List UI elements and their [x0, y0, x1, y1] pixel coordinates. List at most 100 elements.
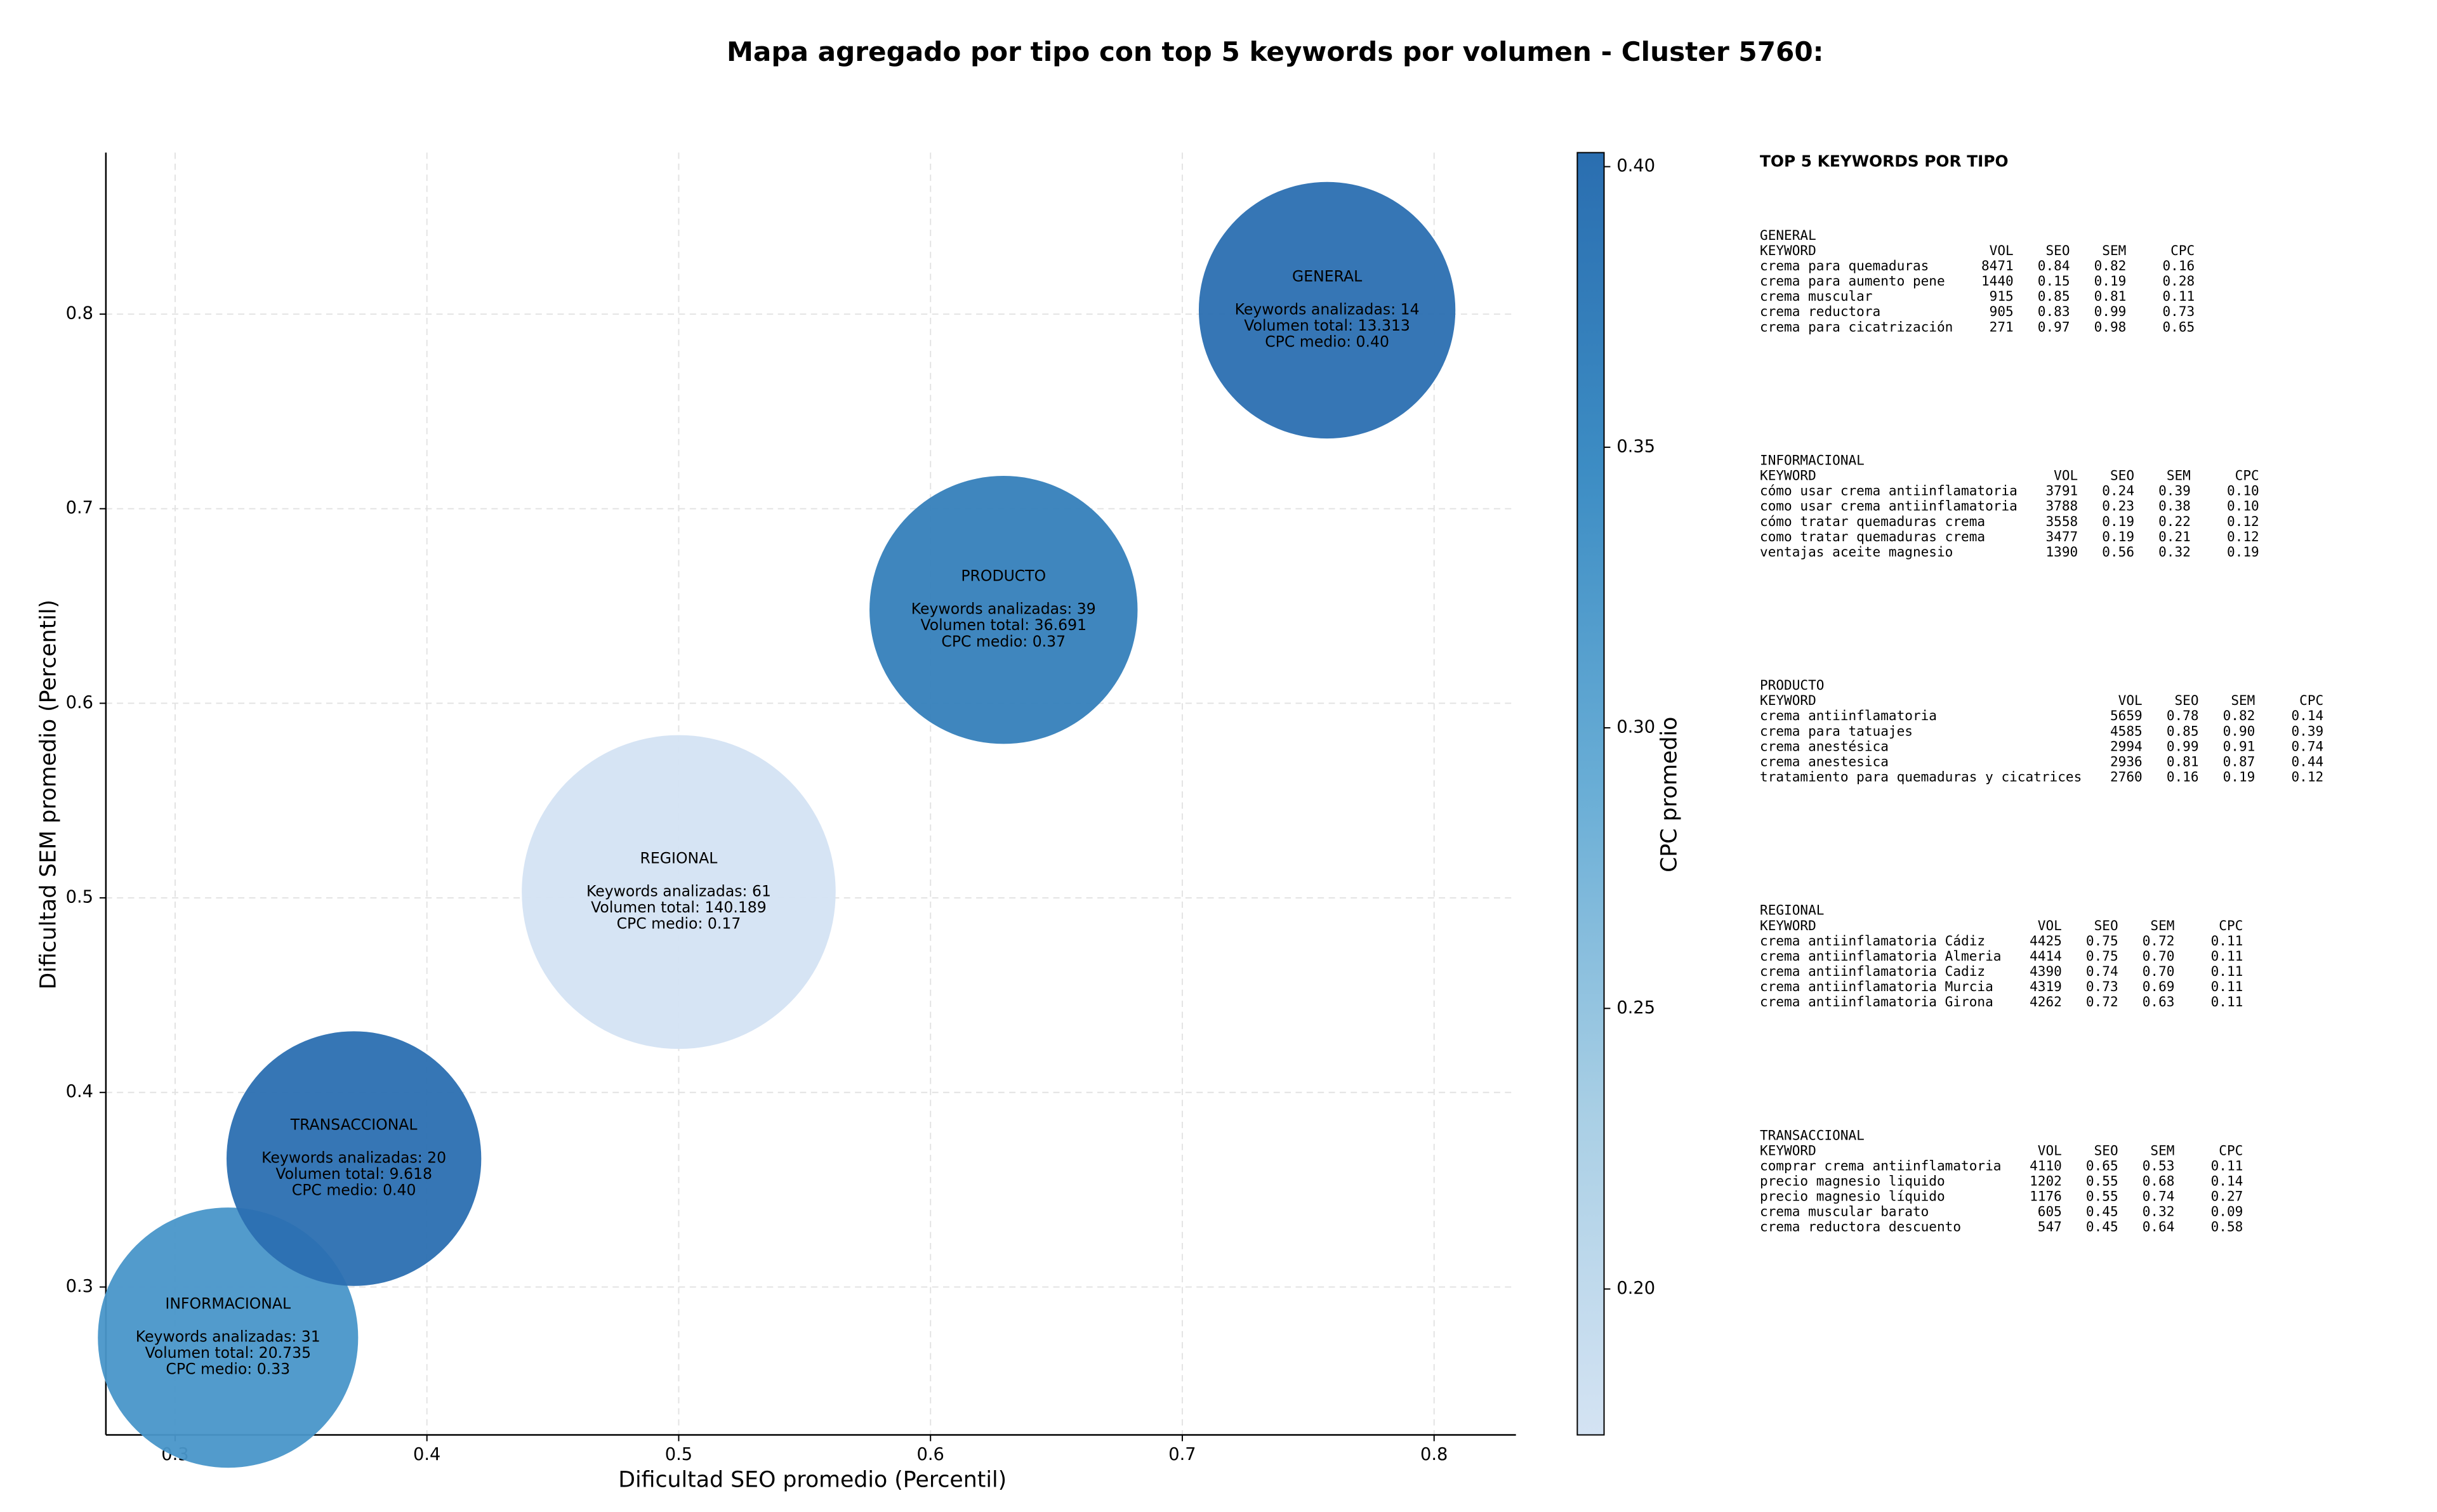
panel-cell: 1202 [2030, 1173, 2062, 1189]
panel-cell: 0.84 [2038, 258, 2070, 273]
colorbar-tick-label: 0.25 [1616, 998, 1655, 1018]
panel-cell: crema antiinflamatoria [1760, 707, 1937, 723]
bubble-label: GENERAL [1292, 267, 1362, 285]
panel-cell: 0.32 [2158, 544, 2191, 560]
bubble-annotation: Keywords analizadas: 20 [261, 1149, 446, 1167]
panel-cell: como usar crema antiinflamatoria [1760, 498, 2018, 514]
panel-cell: 1176 [2030, 1188, 2062, 1204]
panel-cell: 0.19 [2102, 513, 2134, 529]
panel-cell: 915 [1990, 288, 2014, 304]
bubble-annotation: CPC medio: 0.40 [1265, 333, 1389, 351]
panel-cell: 5659 [2110, 707, 2143, 723]
panel-cell: 0.12 [2227, 529, 2259, 544]
panel-cell: 4425 [2030, 933, 2062, 949]
bubble-annotation: CPC medio: 0.40 [292, 1181, 416, 1199]
panel-header: VOL [1990, 242, 2014, 258]
y-tick-label: 0.4 [66, 1082, 93, 1101]
panel-header: SEO [2175, 692, 2199, 708]
panel-cell: 0.32 [2143, 1204, 2175, 1219]
panel-cell: crema antiinflamatoria Cádiz [1760, 933, 1985, 949]
panel-header: SEM [2231, 692, 2255, 708]
panel-cell: 0.87 [2223, 753, 2255, 769]
panel-cell: 0.39 [2291, 723, 2323, 739]
panel-cell: crema antiinflamatoria Murcia [1760, 978, 1993, 994]
panel-header: CPC [2299, 692, 2323, 708]
panel-cell: 271 [1990, 319, 2014, 334]
panel-cell: crema reductora [1760, 303, 1880, 319]
panel-cell: 0.82 [2094, 258, 2127, 273]
panel-cell: 0.15 [2038, 273, 2070, 289]
panel-cell: 3558 [2045, 513, 2078, 529]
panel-cell: cómo usar crema antiinflamatoria [1760, 483, 2018, 499]
panel-cell: 0.63 [2143, 994, 2175, 1009]
panel-cell: 0.98 [2094, 319, 2127, 334]
panel-cell: 0.97 [2038, 319, 2070, 334]
panel-header: SEO [2110, 468, 2134, 483]
colorbar-tick-label: 0.40 [1616, 156, 1655, 176]
panel-header: SEO [2094, 917, 2118, 933]
panel-cell: 0.10 [2227, 498, 2259, 514]
panel-header: KEYWORD [1760, 468, 1816, 483]
panel-cell: 0.85 [2167, 723, 2199, 739]
panel-cell: crema anestésica [1760, 738, 1889, 754]
panel-cell: 0.99 [2167, 738, 2199, 754]
bubble-annotation: Keywords analizadas: 61 [586, 882, 771, 900]
panel-header: KEYWORD [1760, 1142, 1816, 1158]
panel-cell: 0.27 [2211, 1188, 2243, 1204]
panel-cell: 0.74 [2086, 963, 2118, 979]
bubble-label: INFORMACIONAL [165, 1295, 291, 1313]
panel-cell: 0.19 [2094, 273, 2127, 289]
panel-cell: crema anestesica [1760, 753, 1889, 769]
panel-cell: 0.75 [2086, 948, 2118, 964]
colorbar-label: CPC promedio [1657, 717, 1682, 872]
panel-cell: 0.39 [2158, 483, 2191, 499]
bubble [226, 1031, 482, 1286]
panel-cell: 1440 [1981, 273, 2014, 289]
panel-cell: 0.16 [2162, 258, 2195, 273]
panel-cell: 2760 [2110, 768, 2143, 784]
chart-title: Mapa agregado por tipo con top 5 keyword… [727, 36, 1824, 67]
panel-header: CPC [2219, 917, 2243, 933]
panel-cell: crema para quemaduras [1760, 258, 1929, 273]
bubble-label: REGIONAL [640, 849, 718, 867]
panel-cell: 0.72 [2143, 933, 2175, 949]
colorbar [1576, 152, 1605, 1436]
x-tick-label: 0.6 [917, 1445, 944, 1464]
panel-cell: 0.10 [2227, 483, 2259, 499]
x-axis-label: Dificultad SEO promedio (Percentil) [618, 1467, 1007, 1492]
panel-cell: 905 [1990, 303, 2014, 319]
panel-cell: 0.69 [2143, 978, 2175, 994]
group-name: GENERAL [1760, 227, 1816, 243]
panel-cell: 0.81 [2167, 753, 2199, 769]
group-name: REGIONAL [1760, 902, 1824, 918]
panel-header: SEO [2094, 1142, 2118, 1158]
panel-cell: 0.56 [2102, 544, 2134, 560]
bubble-annotation: Keywords analizadas: 39 [911, 600, 1096, 618]
panel-cell: 0.12 [2227, 513, 2259, 529]
panel-header: VOL [2038, 1142, 2062, 1158]
panel-cell: 0.91 [2223, 738, 2255, 754]
panel-cell: 1390 [2045, 544, 2078, 560]
panel-cell: crema antiinflamatoria Girona [1760, 994, 1993, 1009]
bubble-label: PRODUCTO [961, 567, 1046, 585]
panel-cell: 0.09 [2211, 1204, 2243, 1219]
panel-cell: 4262 [2030, 994, 2062, 1009]
panel-header: VOL [2038, 917, 2062, 933]
panel-cell: 0.11 [2211, 1157, 2243, 1173]
panel-title: TOP 5 KEYWORDS POR TIPO [1760, 152, 2009, 170]
panel-cell: 0.45 [2086, 1204, 2118, 1219]
panel-header: SEM [2102, 242, 2126, 258]
panel-cell: 0.55 [2086, 1188, 2118, 1204]
panel-cell: 0.90 [2223, 723, 2255, 739]
panel-cell: 8471 [1981, 258, 2014, 273]
x-tick-label: 0.8 [1420, 1445, 1448, 1464]
panel-header: SEM [2167, 468, 2191, 483]
panel-cell: tratamiento para quemaduras y cicatrices [1760, 768, 2082, 784]
panel-cell: 0.58 [2211, 1219, 2243, 1235]
panel-cell: 0.78 [2167, 707, 2199, 723]
panel-cell: 2936 [2110, 753, 2143, 769]
panel-cell: 0.21 [2158, 529, 2191, 544]
bubble [1198, 181, 1456, 439]
bubble-annotation: Volumen total: 36.691 [920, 616, 1086, 634]
bubble-annotation: Volumen total: 9.618 [275, 1165, 432, 1183]
